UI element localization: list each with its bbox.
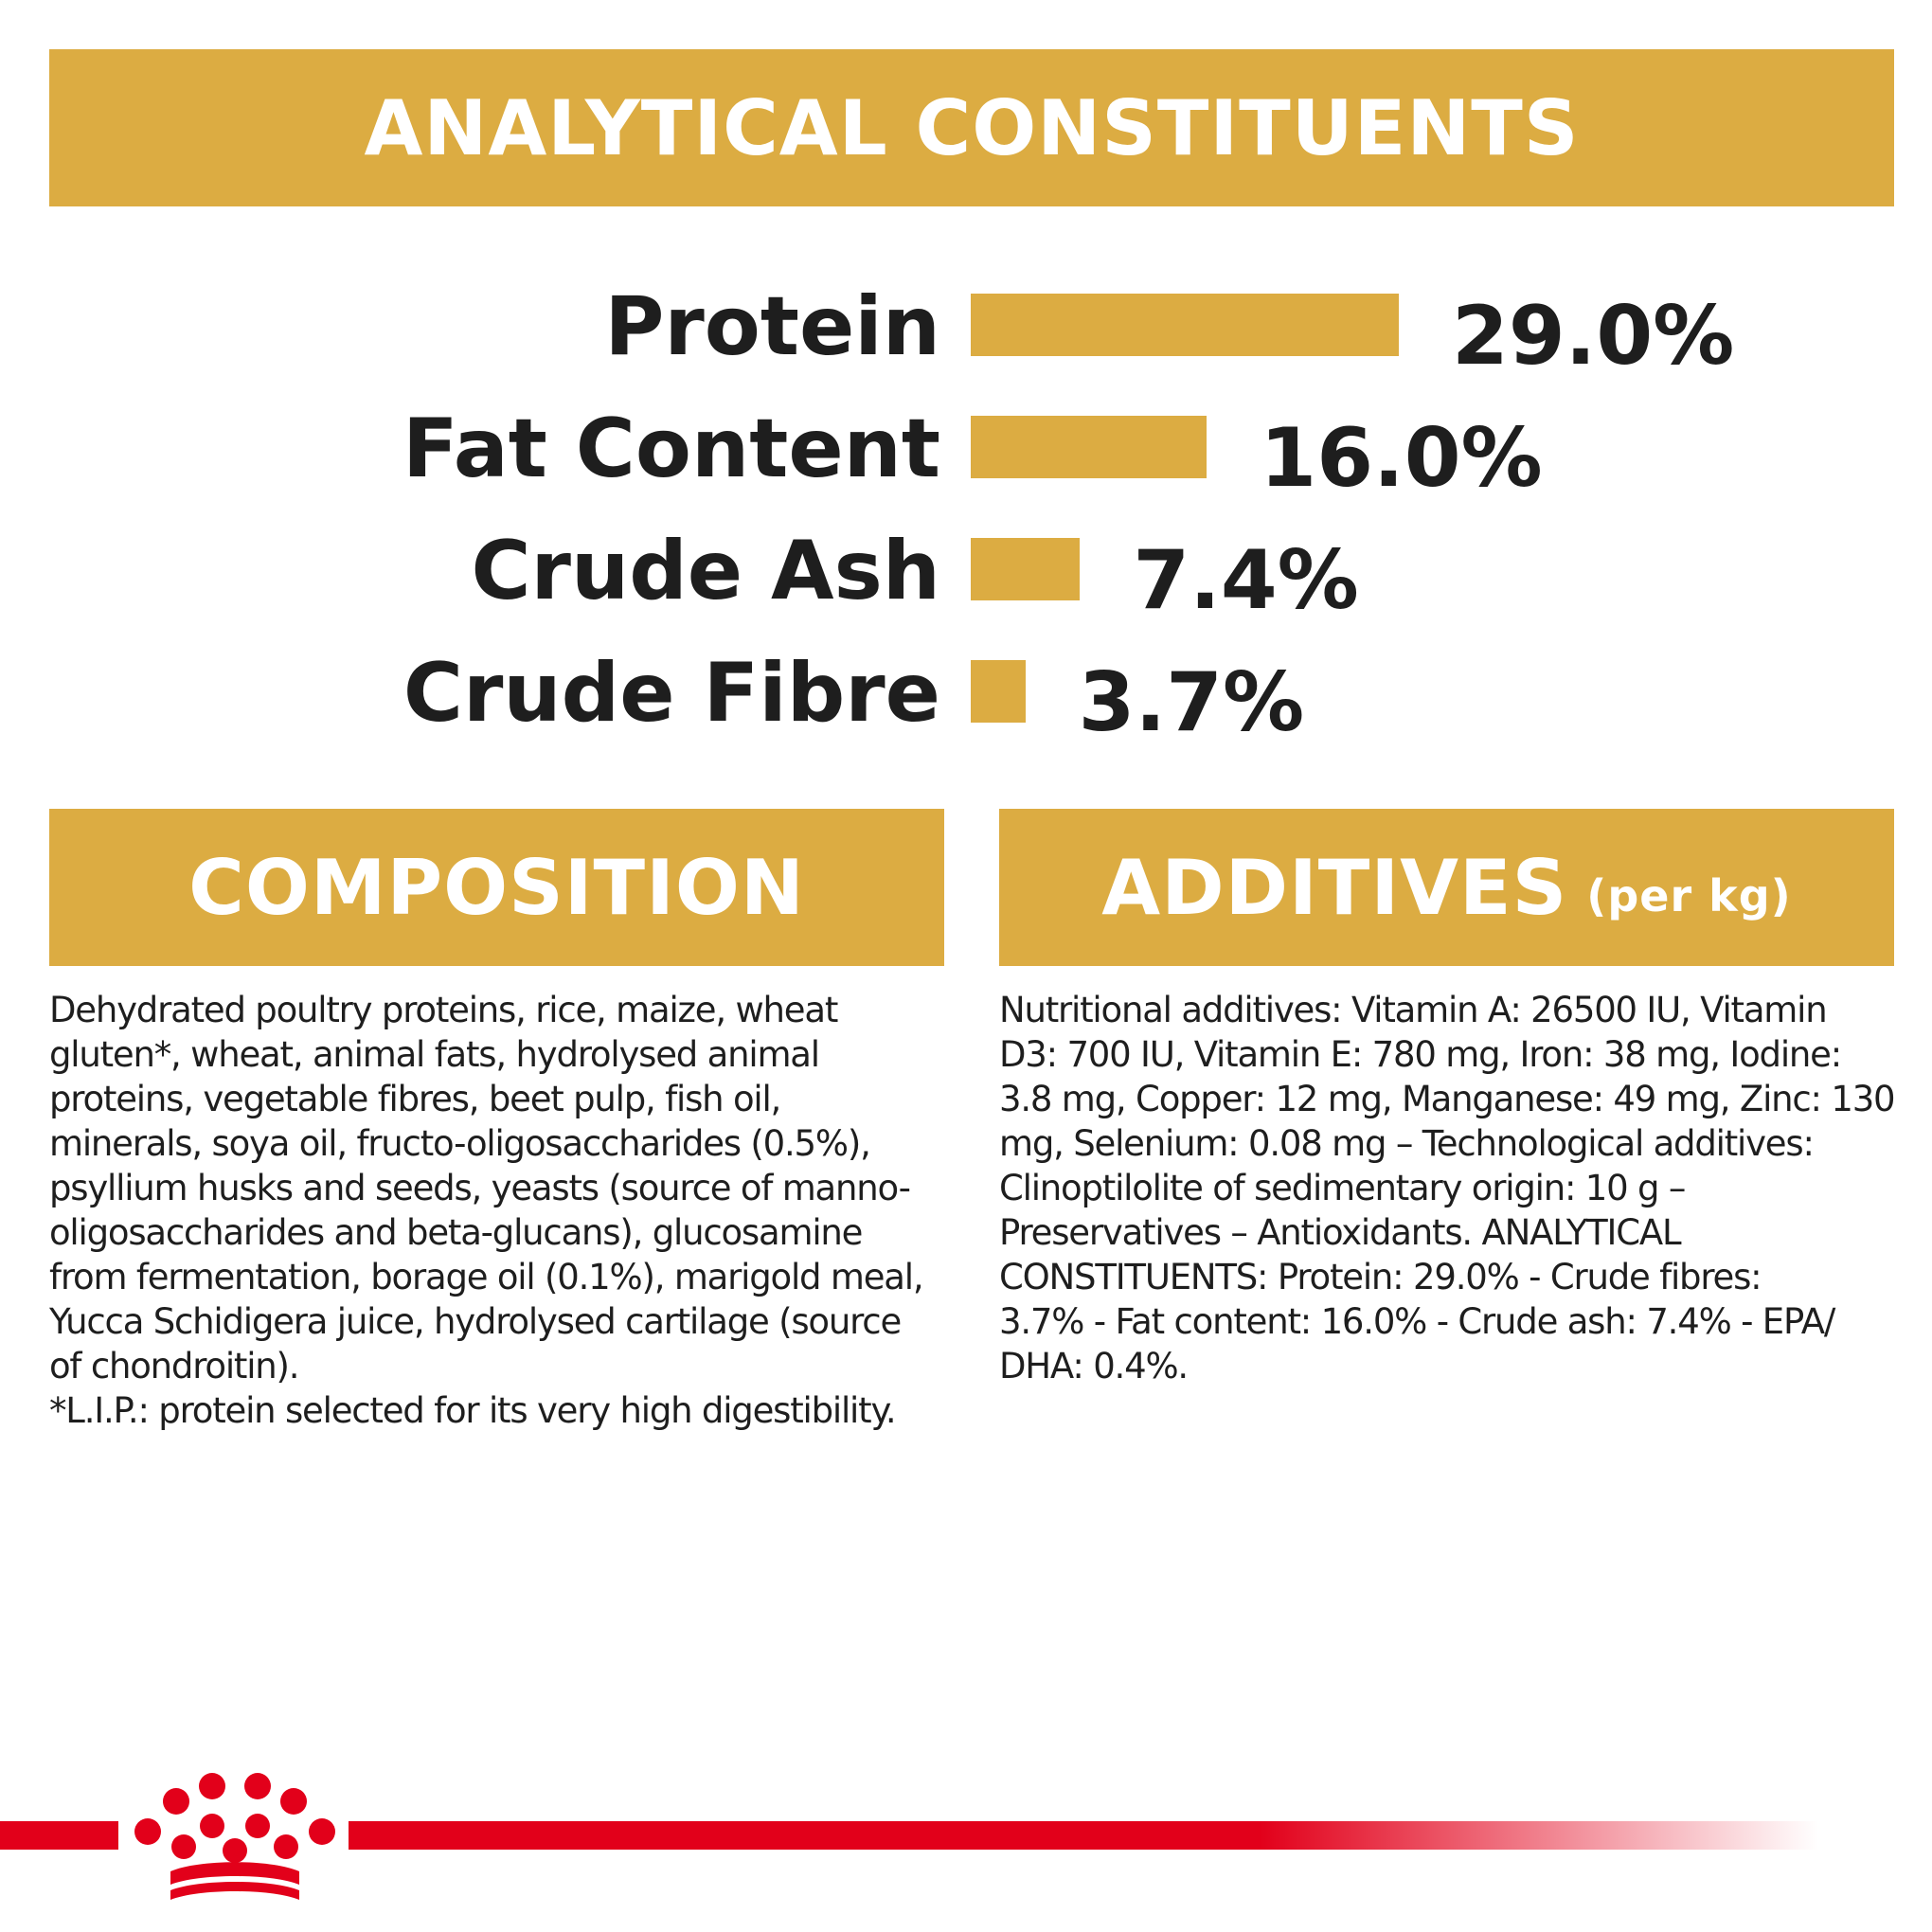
- composition-text: Dehydrated poultry proteins, rice, maize…: [49, 990, 924, 1431]
- bar-value-label: 3.7%: [1078, 655, 1305, 750]
- bar: [971, 660, 1026, 723]
- bar: [971, 294, 1399, 356]
- analytical-constituents-title: ANALYTICAL CONSTITUENTS: [364, 83, 1580, 172]
- bar-label: Fat Content: [402, 402, 940, 496]
- composition-header: COMPOSITION: [49, 809, 944, 966]
- additives-text: Nutritional additives: Vitamin A: 26500 …: [999, 990, 1896, 1386]
- bar-label: Crude Ash: [471, 524, 940, 618]
- analytical-constituents-header: ANALYTICAL CONSTITUENTS: [49, 49, 1894, 206]
- bar-label: Crude Fibre: [402, 646, 940, 741]
- bar-value-label: 29.0%: [1452, 289, 1735, 384]
- additives-title: ADDITIVES: [1101, 843, 1568, 932]
- bar-label: Protein: [604, 279, 940, 374]
- crown-logo-icon: [134, 1773, 335, 1900]
- additives-header: ADDITIVES (per kg): [999, 809, 1894, 966]
- additives-unit: (per kg): [1586, 870, 1792, 921]
- brand-rule-left: [0, 1821, 118, 1850]
- bar: [971, 538, 1081, 600]
- bar-value-label: 7.4%: [1133, 533, 1359, 628]
- composition-title: COMPOSITION: [188, 843, 805, 932]
- brand-rule-right: [349, 1821, 1818, 1850]
- bar-value-label: 16.0%: [1260, 411, 1543, 506]
- bar: [971, 416, 1208, 478]
